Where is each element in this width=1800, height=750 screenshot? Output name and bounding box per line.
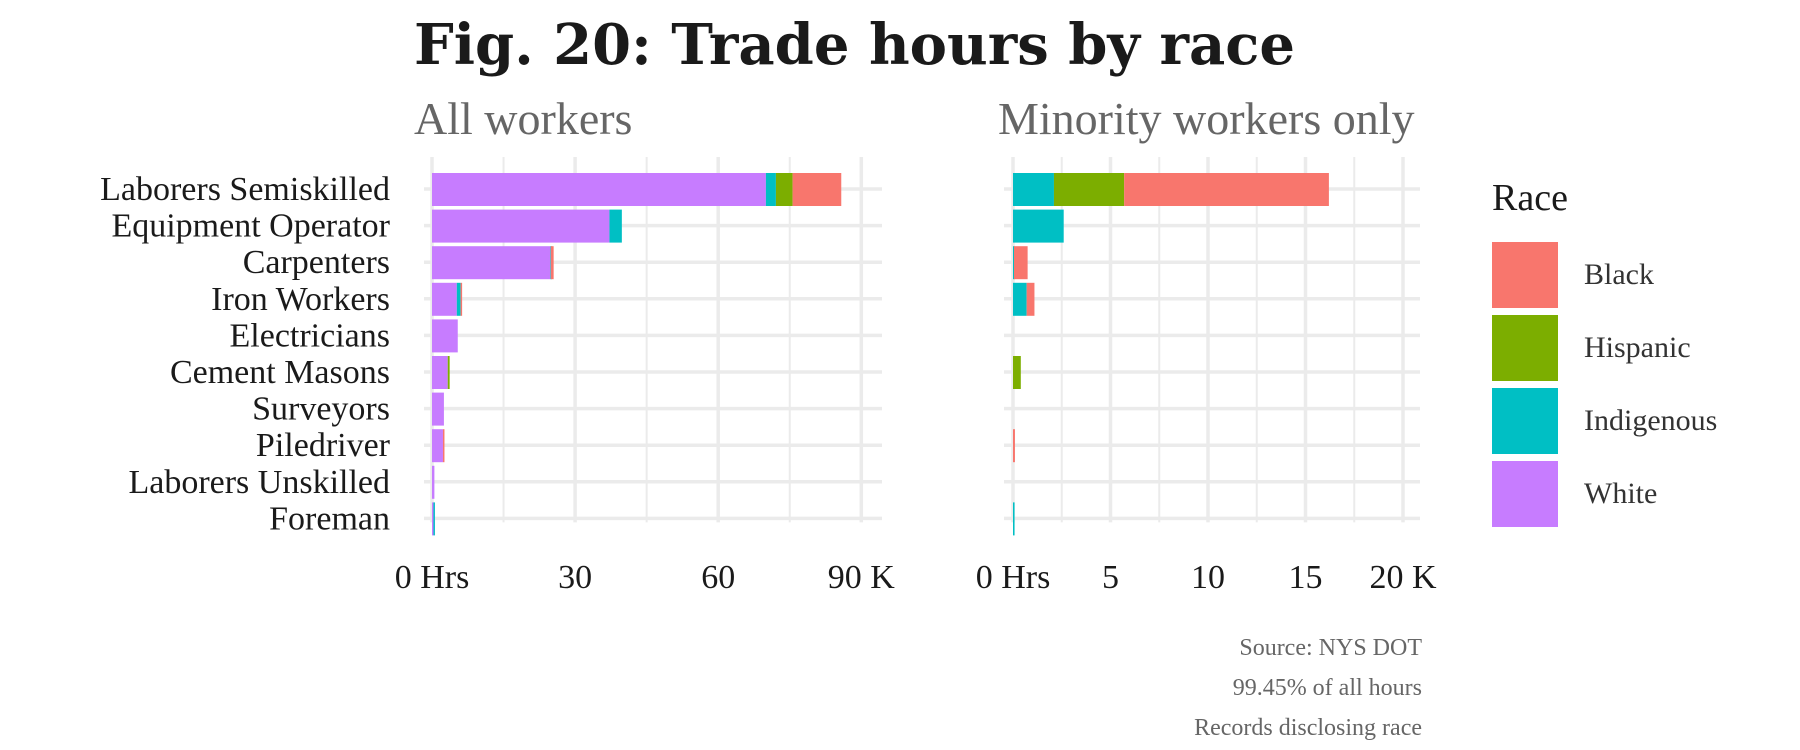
legend-label-hispanic: Hispanic xyxy=(1584,330,1691,364)
legend-item-black: Black xyxy=(1492,238,1717,311)
bar-black-iron-workers xyxy=(1026,282,1035,316)
bar-white-surveyors xyxy=(432,392,444,426)
facet-title-all-workers: All workers xyxy=(414,93,633,144)
category-label: Laborers Unskilled xyxy=(128,464,390,501)
bar-white-electricians xyxy=(432,319,458,353)
bar-indigenous-equipment-operator xyxy=(1013,209,1064,243)
bar-black-piledriver xyxy=(1013,429,1015,463)
bar-hispanic-cement-masons xyxy=(1013,356,1021,389)
caption-source: Source: NYS DOT xyxy=(1239,635,1422,661)
bar-indigenous-foreman xyxy=(433,502,435,536)
legend-item-hispanic: Hispanic xyxy=(1492,311,1717,384)
chart-title: Fig. 20: Trade hours by race xyxy=(414,12,1295,78)
legend-label-white: White xyxy=(1584,476,1658,510)
x-tick-label: 10 xyxy=(1191,559,1225,596)
x-tick-label: 60 xyxy=(701,559,735,596)
caption: Source: NYS DOT 99.45% of all hours Reco… xyxy=(1194,628,1422,748)
legend-swatch-white xyxy=(1492,460,1558,527)
bar-indigenous-laborers-semiskilled xyxy=(1013,173,1054,206)
bar-black-iron-workers xyxy=(460,282,463,316)
x-tick-label: 90 K xyxy=(828,559,896,596)
bar-white-laborers-semiskilled xyxy=(432,173,766,206)
x-tick-label: 15 xyxy=(1289,559,1323,596)
bar-white-piledriver xyxy=(432,429,443,463)
x-tick-label: 0 Hrs xyxy=(976,559,1051,596)
x-tick-label: 30 xyxy=(558,559,592,596)
category-label: Foreman xyxy=(269,500,390,537)
bar-indigenous-equipment-operator xyxy=(609,209,622,243)
bar-white-equipment-operator xyxy=(432,209,610,243)
legend-label-indigenous: Indigenous xyxy=(1584,403,1718,437)
bar-white-cement-masons xyxy=(432,356,448,389)
caption-records: Records disclosing race xyxy=(1194,715,1422,741)
category-label: Surveyors xyxy=(252,391,390,428)
x-tick-label: 20 K xyxy=(1369,559,1437,596)
category-label: Equipment Operator xyxy=(111,208,390,245)
bar-indigenous-iron-workers xyxy=(456,282,461,316)
bar-white-carpenters xyxy=(432,246,551,280)
bar-indigenous-carpenters xyxy=(1013,246,1015,280)
category-label: Iron Workers xyxy=(211,281,390,318)
bar-black-piledriver xyxy=(442,429,445,463)
category-label: Piledriver xyxy=(256,427,391,464)
caption-share: 99.45% of all hours xyxy=(1232,675,1422,701)
bar-white-iron-workers xyxy=(432,282,457,316)
legend-item-indigenous: Indigenous xyxy=(1492,384,1717,457)
bar-indigenous-laborers-semiskilled xyxy=(765,173,776,206)
bar-white-foreman xyxy=(432,502,434,536)
legend-swatch-black xyxy=(1492,241,1558,308)
bar-black-carpenters xyxy=(550,246,554,280)
legend-label-black: Black xyxy=(1584,257,1654,291)
bar-hispanic-laborers-semiskilled xyxy=(775,173,793,206)
bar-hispanic-cement-masons xyxy=(447,356,450,389)
x-tick-label: 5 xyxy=(1102,559,1119,596)
category-label: Electricians xyxy=(230,317,390,354)
bar-hispanic-laborers-semiskilled xyxy=(1053,173,1125,206)
x-tick-label: 0 Hrs xyxy=(395,559,470,596)
legend-swatch-hispanic xyxy=(1492,314,1558,381)
facet-title-minority-workers: Minority workers only xyxy=(998,93,1415,144)
category-label: Carpenters xyxy=(243,244,390,281)
category-label: Laborers Semiskilled xyxy=(100,171,390,208)
legend-item-white: White xyxy=(1492,457,1717,530)
bar-black-laborers-semiskilled xyxy=(792,173,842,206)
bar-indigenous-foreman xyxy=(1013,502,1015,536)
bar-black-laborers-semiskilled xyxy=(1124,173,1329,206)
bar-white-laborers-unskilled xyxy=(432,465,435,499)
category-label: Cement Masons xyxy=(170,354,390,391)
legend-swatch-indigenous xyxy=(1492,387,1558,454)
bar-indigenous-iron-workers xyxy=(1013,282,1027,316)
bar-black-carpenters xyxy=(1013,246,1028,280)
legend: Race Black Hispanic Indigenous White xyxy=(1492,176,1717,530)
legend-title: Race xyxy=(1492,177,1568,219)
